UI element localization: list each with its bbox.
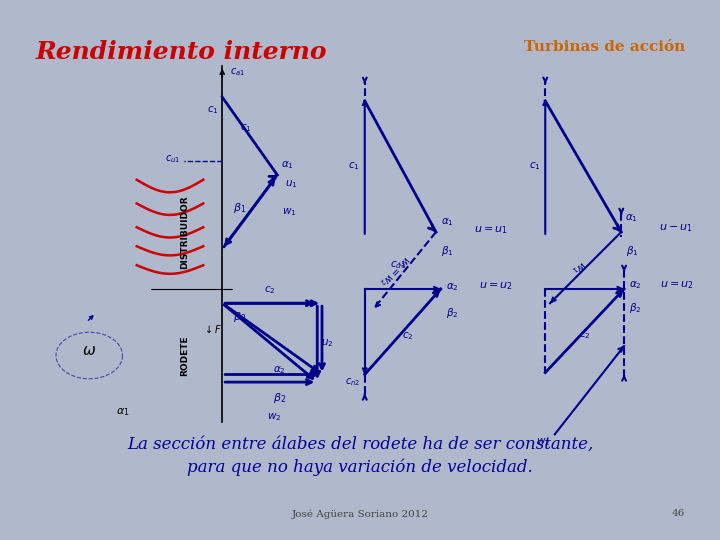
Text: para que no haya variación de velocidad.: para que no haya variación de velocidad. <box>187 458 533 476</box>
Text: $c_{u1}$: $c_{u1}$ <box>165 153 181 165</box>
Text: $\beta_1$: $\beta_1$ <box>626 244 639 258</box>
Text: $c_1$: $c_1$ <box>528 160 541 172</box>
Text: La sección entre álabes del rodete ha de ser constante,: La sección entre álabes del rodete ha de… <box>127 436 593 453</box>
Text: Rendimiento interno: Rendimiento interno <box>35 40 327 64</box>
Text: $w_1=w_2$: $w_1=w_2$ <box>377 252 411 288</box>
Text: $\alpha_1$: $\alpha_1$ <box>441 217 454 228</box>
Text: $\alpha_1$: $\alpha_1$ <box>116 407 130 418</box>
Text: $u=u_2$: $u=u_2$ <box>479 280 513 292</box>
Text: $c_{u1}$: $c_{u1}$ <box>390 259 406 271</box>
Text: $\omega$: $\omega$ <box>82 344 96 357</box>
Text: $\beta_2$: $\beta_2$ <box>273 392 286 405</box>
Text: $\beta_2$: $\beta_2$ <box>629 301 642 315</box>
Text: $u=u_1$: $u=u_1$ <box>474 224 508 236</box>
Text: $u_1$: $u_1$ <box>285 179 297 191</box>
Text: $u=u_2$: $u=u_2$ <box>660 279 694 291</box>
Text: José Agüera Soriano 2012: José Agüera Soriano 2012 <box>292 509 428 519</box>
Text: $\beta_1$: $\beta_1$ <box>233 201 246 215</box>
Text: $c_1$: $c_1$ <box>348 160 360 172</box>
Text: $\downarrow F$: $\downarrow F$ <box>203 325 222 335</box>
Text: $u_2$: $u_2$ <box>321 337 333 349</box>
Text: $c_1$: $c_1$ <box>207 105 218 117</box>
Text: $\alpha_1$: $\alpha_1$ <box>625 213 638 225</box>
Text: $w_1$: $w_1$ <box>282 206 297 218</box>
Text: $\beta_2$: $\beta_2$ <box>446 306 458 320</box>
Text: $u-u_1$: $u-u_1$ <box>660 222 693 234</box>
Text: $c_2$: $c_2$ <box>579 329 590 341</box>
Text: $c_2$: $c_2$ <box>402 330 413 342</box>
Text: $\beta_1$: $\beta_1$ <box>441 244 454 258</box>
Text: $w_2$: $w_2$ <box>267 411 282 423</box>
Text: $\beta_2$: $\beta_2$ <box>233 310 246 325</box>
Text: 46: 46 <box>672 509 685 518</box>
Text: $w_2$: $w_2$ <box>536 436 550 448</box>
Text: $\alpha_2$: $\alpha_2$ <box>446 281 458 293</box>
Text: $c_1$: $c_1$ <box>240 123 252 134</box>
Text: RODETE: RODETE <box>180 335 189 376</box>
Text: $w_1$: $w_1$ <box>569 256 588 275</box>
Text: $\alpha_1$: $\alpha_1$ <box>281 159 294 171</box>
Text: $c_{n2}$: $c_{n2}$ <box>345 376 360 388</box>
Text: $c_2$: $c_2$ <box>264 284 276 296</box>
Text: $\alpha_2$: $\alpha_2$ <box>629 279 642 291</box>
Text: Turbinas de acción: Turbinas de acción <box>523 40 685 54</box>
Text: DISTRIBUIDOR: DISTRIBUIDOR <box>180 195 189 269</box>
Text: $\alpha_2$: $\alpha_2$ <box>273 364 286 376</box>
Text: $c_{a1}$: $c_{a1}$ <box>230 66 245 78</box>
